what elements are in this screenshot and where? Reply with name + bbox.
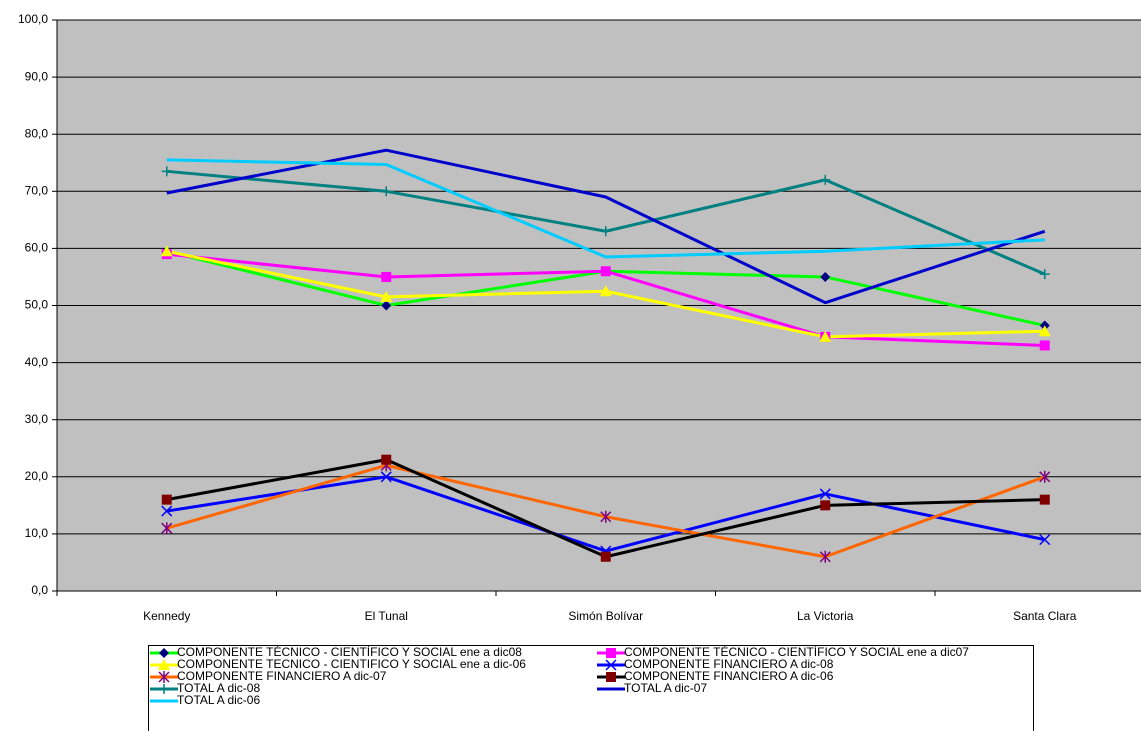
marker xyxy=(159,648,169,658)
marker xyxy=(820,500,831,511)
y-tick-label: 40,0 xyxy=(25,355,49,369)
marker xyxy=(606,672,616,682)
marker xyxy=(381,454,392,465)
marker xyxy=(599,285,612,297)
legend xyxy=(148,645,1034,731)
marker xyxy=(606,648,616,658)
marker xyxy=(600,510,612,523)
marker xyxy=(380,290,393,302)
marker xyxy=(820,271,831,282)
x-tick-label: Simón Bolívar xyxy=(568,609,643,623)
marker xyxy=(158,659,170,670)
marker xyxy=(161,522,173,535)
marker xyxy=(1039,340,1050,351)
marker xyxy=(161,505,173,517)
y-tick-label: 60,0 xyxy=(25,241,49,255)
marker xyxy=(1039,470,1051,483)
marker xyxy=(161,166,172,177)
marker xyxy=(819,330,832,342)
marker xyxy=(600,266,611,277)
legend-label: TOTAL A dic-06 xyxy=(177,693,260,707)
legend-label: TOTAL A dic-07 xyxy=(624,681,707,695)
legend-label: COMPONENTE FINANCIERO A dic-07 xyxy=(177,669,387,683)
marker xyxy=(1039,534,1051,546)
marker xyxy=(819,550,831,563)
marker xyxy=(1039,269,1050,280)
marker xyxy=(605,659,617,671)
legend-label: COMPONENTE TÉCNICO - CIENTÍFICO Y SOCIAL… xyxy=(177,644,522,659)
y-tick-label: 10,0 xyxy=(25,526,49,540)
y-tick-label: 0,0 xyxy=(31,583,48,597)
series-line xyxy=(166,158,1045,259)
y-tick-label: 20,0 xyxy=(25,469,49,483)
x-tick-label: La Victoria xyxy=(797,609,854,623)
marker xyxy=(381,300,392,311)
marker xyxy=(380,471,392,483)
marker xyxy=(161,494,172,505)
y-tick-label: 80,0 xyxy=(25,126,49,140)
legend-label: COMPONENTE FINANCIERO A dic-08 xyxy=(624,657,834,671)
marker xyxy=(820,174,831,185)
marker xyxy=(600,551,611,562)
legend-label: TOTAL A dic-08 xyxy=(177,681,260,695)
marker xyxy=(158,671,170,683)
marker xyxy=(381,186,392,197)
marker xyxy=(159,684,169,694)
y-tick-label: 100,0 xyxy=(18,12,48,26)
y-tick-label: 90,0 xyxy=(25,69,49,83)
marker xyxy=(1038,325,1051,337)
x-tick-label: Santa Clara xyxy=(1013,609,1077,623)
legend-label: COMPONENTE TECNICO - CIENTIFICO Y SOCIAL… xyxy=(177,657,526,671)
marker xyxy=(819,488,831,500)
marker xyxy=(1039,494,1050,505)
marker xyxy=(600,226,611,237)
x-tick-label: El Tunal xyxy=(365,609,408,623)
series-line xyxy=(166,148,1046,305)
legend-label: COMPONENTE TÉCNICO - CIENTÍFICO Y SOCIAL… xyxy=(624,644,969,659)
y-tick-label: 70,0 xyxy=(25,183,49,197)
marker xyxy=(160,245,173,257)
marker xyxy=(381,271,392,282)
legend-label: COMPONENTE FINANCIERO A dic-06 xyxy=(624,669,834,683)
x-tick-label: Kennedy xyxy=(143,609,190,623)
y-tick-label: 30,0 xyxy=(25,412,49,426)
y-tick-label: 50,0 xyxy=(25,298,49,312)
